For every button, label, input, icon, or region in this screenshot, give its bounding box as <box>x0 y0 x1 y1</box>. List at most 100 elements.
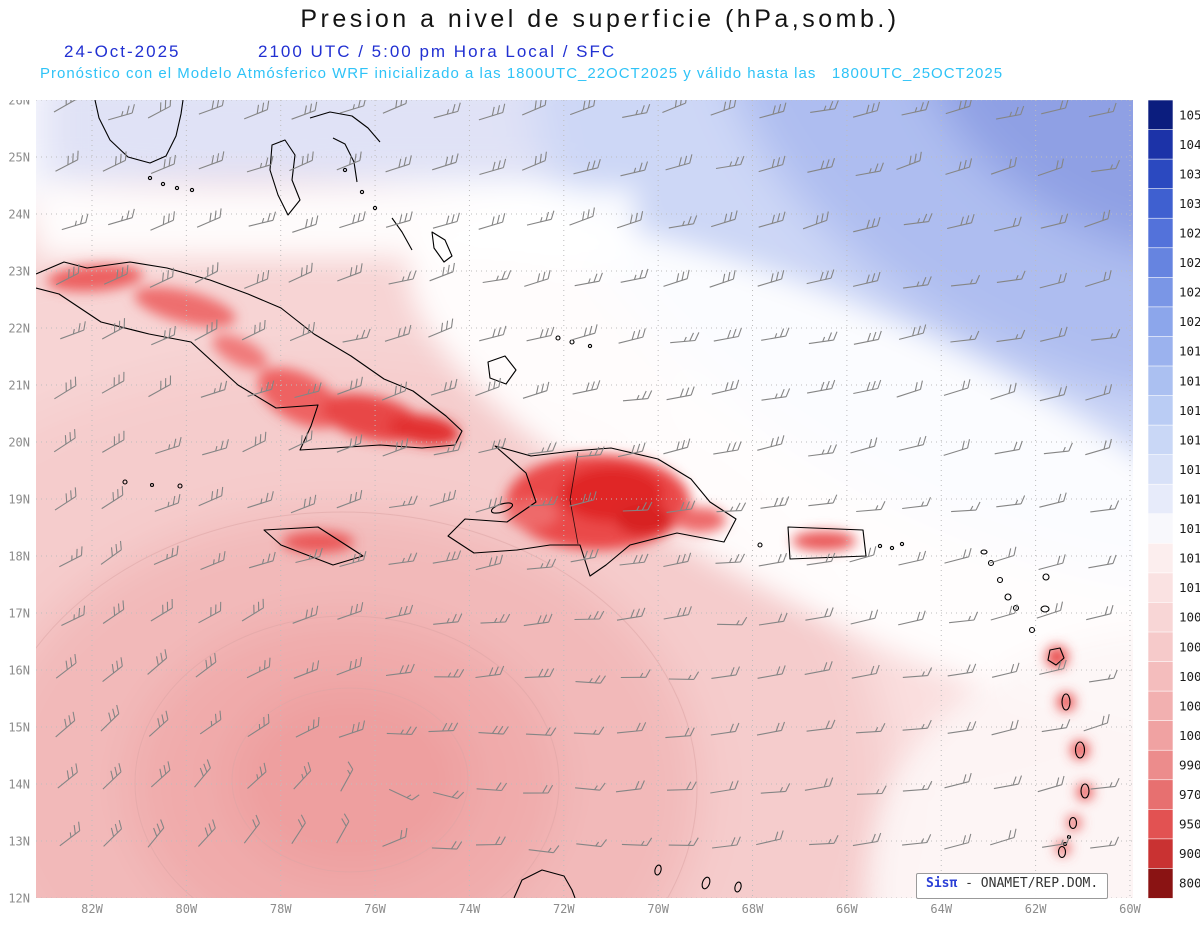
wind-barb <box>73 825 76 835</box>
wind-barb <box>440 322 444 332</box>
wind-barb <box>734 780 739 790</box>
wind-barb <box>965 215 970 225</box>
wind-barb <box>101 380 125 394</box>
wind-barb <box>256 274 260 284</box>
wind-barb <box>1037 166 1062 177</box>
wind-barb <box>311 151 314 161</box>
wind-barb <box>716 510 742 513</box>
wind-barb <box>975 274 981 284</box>
wind-barb <box>967 615 972 621</box>
wind-barb <box>575 454 601 458</box>
wind-barb <box>682 220 685 226</box>
wind-barb <box>200 559 224 571</box>
wind-barb <box>247 499 272 509</box>
wind-barb <box>349 155 352 165</box>
guajira-coast <box>513 869 576 898</box>
wind-barb <box>643 553 649 563</box>
wind-barb <box>777 553 782 563</box>
wind-barb <box>809 842 835 846</box>
wind-barb <box>456 550 462 560</box>
wind-barb <box>729 211 733 222</box>
wind-barb <box>155 445 180 455</box>
wind-barb <box>355 603 359 614</box>
wind-barb <box>539 329 544 338</box>
wind-barb <box>404 664 410 674</box>
page-title: Presion a nivel de superficie (hPa,somb.… <box>300 5 900 33</box>
wind-barb <box>261 102 265 112</box>
wind-barb <box>78 821 81 831</box>
gonave-island <box>490 502 514 514</box>
wind-barb <box>162 272 164 282</box>
wind-barb <box>100 549 122 565</box>
wind-barb <box>219 208 222 218</box>
wind-barb <box>873 546 877 556</box>
wind-barb <box>694 332 700 341</box>
wind-barb <box>880 501 886 510</box>
wind-barb <box>242 440 266 453</box>
wind-barb <box>119 153 122 163</box>
wind-barb <box>869 610 873 620</box>
wind-barb <box>550 326 555 336</box>
wind-barb <box>526 334 552 342</box>
wind-barb <box>172 211 175 221</box>
wind-barb <box>574 618 600 621</box>
wind-barb <box>406 794 412 799</box>
wind-barb <box>587 209 590 219</box>
wind-barb <box>488 557 493 567</box>
wind-barb <box>1008 548 1012 558</box>
wind-barb <box>1113 669 1118 679</box>
wind-barb <box>586 161 591 171</box>
wind-barb <box>687 606 692 615</box>
wind-barb <box>126 265 129 275</box>
wind-barb <box>389 503 414 509</box>
wind-barb <box>118 820 123 830</box>
wind-barb <box>447 264 450 274</box>
wind-barb <box>265 157 269 167</box>
wind-barb <box>830 269 835 279</box>
wind-barb <box>303 498 306 508</box>
wind-barb <box>315 215 319 225</box>
wind-barb <box>342 336 368 343</box>
wind-barb <box>1009 721 1014 731</box>
wind-barb <box>221 486 224 496</box>
wind-barb <box>827 332 833 342</box>
wind-barb <box>598 726 605 735</box>
wind-barb <box>776 157 781 167</box>
wind-barb <box>293 770 312 790</box>
lon-label: 70W <box>647 902 669 916</box>
wind-barb <box>478 732 504 735</box>
wind-barb <box>499 614 505 623</box>
wind-barb <box>173 325 176 335</box>
colorbar-label: 1015 <box>1179 462 1200 477</box>
wind-barb <box>302 326 305 336</box>
wind-barb <box>880 723 886 732</box>
wind-barb <box>903 221 929 226</box>
wind-barb <box>61 614 85 626</box>
wind-barb <box>732 270 736 280</box>
wind-barb <box>497 160 501 170</box>
wind-barb <box>553 495 559 505</box>
wind-barb <box>433 621 459 625</box>
wind-barb <box>994 448 1020 455</box>
wind-barb <box>400 100 403 106</box>
wind-barb <box>398 607 403 616</box>
wind-barb <box>1065 719 1071 728</box>
wind-barb <box>432 558 458 564</box>
wind-barb <box>827 444 832 454</box>
wind-barb <box>491 725 498 734</box>
wind-barb <box>597 159 601 168</box>
wind-barb <box>244 278 268 289</box>
wind-barb <box>545 727 551 736</box>
wind-barb <box>877 832 882 842</box>
wind-barb <box>686 781 692 790</box>
island-heat-lows <box>47 264 1093 855</box>
wind-barb <box>1085 447 1110 456</box>
wind-barb <box>782 155 786 165</box>
wind-barb <box>197 827 216 847</box>
credit-text: - ONAMET/REP.DOM. <box>957 876 1099 891</box>
wind-barb <box>494 666 499 676</box>
wind-barb <box>594 324 598 334</box>
wind-barb <box>1106 714 1110 724</box>
wind-barb <box>1012 217 1017 227</box>
wind-barb <box>757 278 782 287</box>
